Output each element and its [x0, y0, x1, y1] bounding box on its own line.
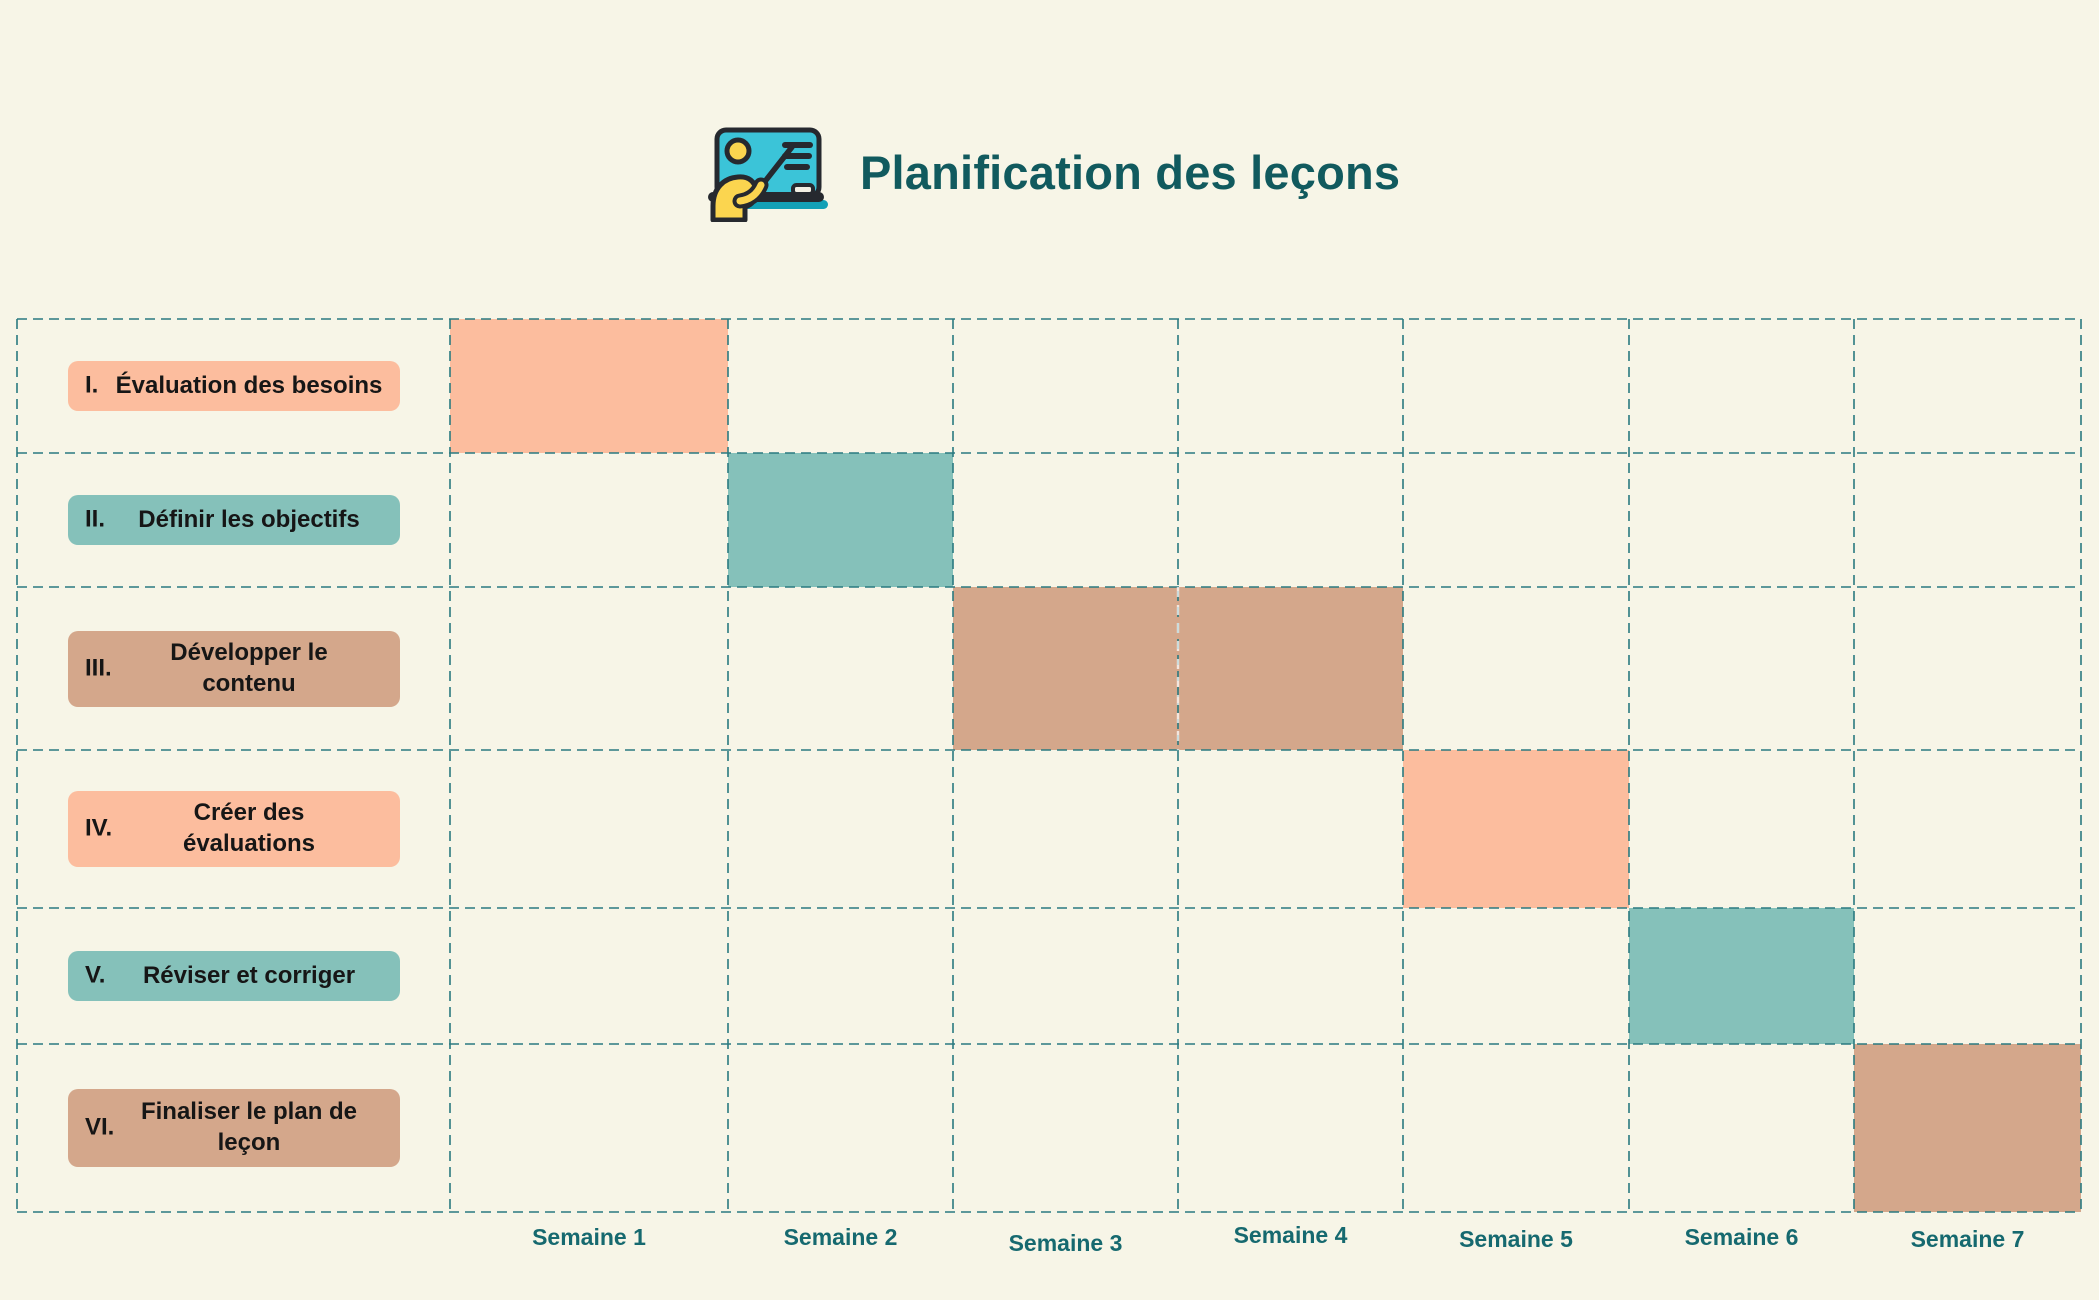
week-label-7: Semaine 7 — [1858, 1226, 2078, 1253]
task-label: Définir les objectifs — [96, 505, 371, 536]
task-bar-3 — [953, 587, 1403, 750]
week-label-4: Semaine 4 — [1181, 1222, 1401, 1249]
task-label-pill-6: VI.Finaliser le plan de leçon — [68, 1089, 400, 1167]
task-label-pill-4: IV. Créer des évaluations — [68, 791, 400, 867]
task-label-pill-5: V.Réviser et corriger — [68, 951, 400, 1001]
task-bar-1 — [450, 319, 728, 453]
task-label: Développer le contenu — [128, 638, 339, 699]
task-label-pill-3: III. Développer le contenu — [68, 631, 400, 707]
task-numeral: V. — [85, 961, 105, 992]
week-label-2: Semaine 2 — [731, 1224, 951, 1251]
task-label: Créer des évaluations — [141, 798, 327, 859]
task-label: Finaliser le plan de leçon — [99, 1097, 369, 1158]
task-bar-6 — [1854, 1044, 2081, 1212]
task-bar-2 — [728, 453, 953, 587]
teacher-blackboard-icon — [698, 122, 832, 222]
task-bar-5 — [1629, 908, 1854, 1044]
week-label-5: Semaine 5 — [1406, 1226, 1626, 1253]
task-label-pill-1: I.Évaluation des besoins — [68, 361, 400, 411]
task-numeral: II. — [85, 505, 105, 536]
week-label-6: Semaine 6 — [1632, 1224, 1852, 1251]
task-label: Réviser et corriger — [101, 961, 367, 992]
page-title: Planification des leçons — [860, 145, 1400, 200]
task-numeral: VI. — [85, 1113, 114, 1144]
week-label-3: Semaine 3 — [956, 1230, 1176, 1257]
page-header: Planification des leçons — [698, 120, 1400, 224]
task-numeral: IV. — [85, 814, 112, 845]
task-label-pill-2: II.Définir les objectifs — [68, 495, 400, 545]
task-numeral: I. — [85, 371, 98, 402]
week-label-1: Semaine 1 — [479, 1224, 699, 1251]
lesson-planning-gantt: Planification des leçons I.Évaluation de… — [0, 0, 2099, 1300]
task-bar-4 — [1403, 750, 1629, 908]
task-numeral: III. — [85, 653, 112, 684]
task-label: Évaluation des besoins — [74, 371, 395, 402]
